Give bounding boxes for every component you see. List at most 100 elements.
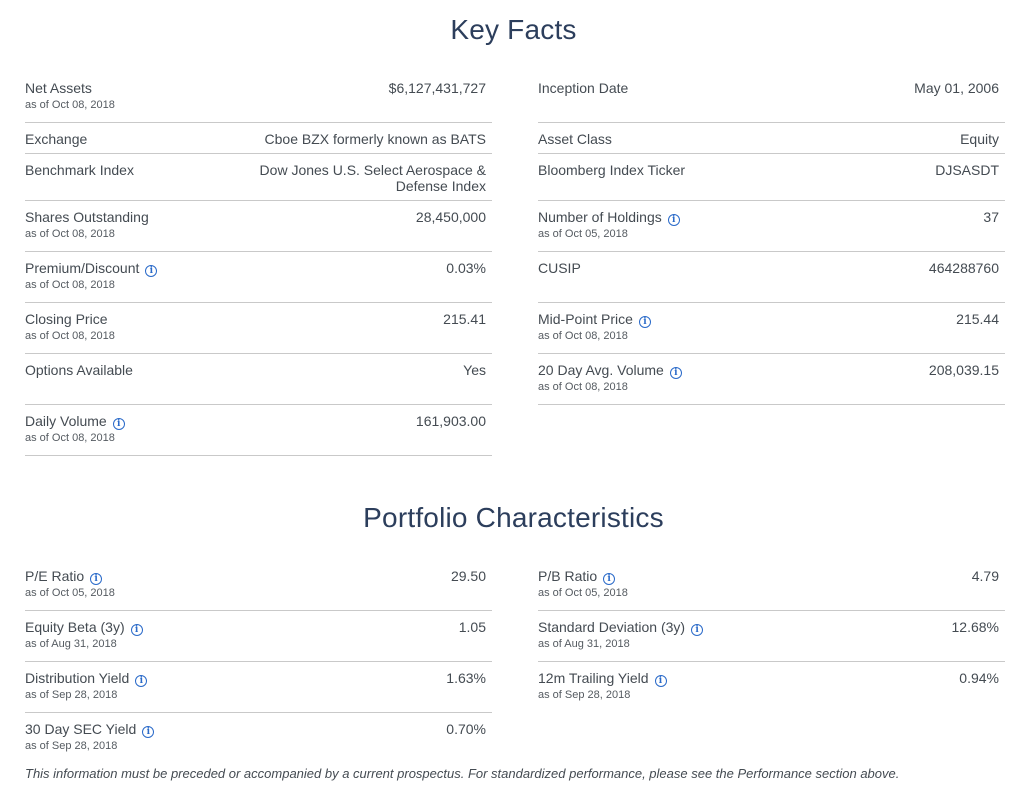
shares-outstanding-asof: as of Oct 08, 2018 [25, 228, 115, 240]
inception-date-label: Inception Date [538, 80, 629, 96]
standard-deviation-asof: as of Aug 31, 2018 [538, 638, 630, 650]
trailing-yield-label: 12m Trailing Yield [538, 670, 649, 686]
portfolio-right-column: P/B Ratio i as of Oct 05, 2018 4.79 Stand… [538, 560, 1005, 713]
info-icon[interactable]: i [691, 624, 704, 636]
number-of-holdings-label-wrap: Number of Holdings i [538, 209, 680, 226]
equity-beta-label: Equity Beta (3y) [25, 619, 125, 635]
distribution-yield-label-wrap: Distribution Yield i [25, 670, 148, 687]
info-icon[interactable]: i [669, 367, 682, 379]
key-facts-title: Key Facts [450, 14, 577, 45]
bloomberg-ticker-value: DJSASDT [935, 162, 999, 178]
asset-class-row: Asset Class Equity [538, 123, 1005, 154]
net-assets-asof: as of Oct 08, 2018 [25, 99, 115, 111]
pb-ratio-asof: as of Oct 05, 2018 [538, 587, 628, 599]
options-available-row: Options Available Yes [25, 354, 492, 405]
equity-beta-row: Equity Beta (3y) i as of Aug 31, 2018 1.0… [25, 611, 492, 662]
portfolio-left-column: P/E Ratio i as of Oct 05, 2018 29.50 Equi… [25, 560, 492, 764]
options-available-value: Yes [463, 362, 486, 378]
benchmark-index-value-line1: Dow Jones U.S. Select Aerospace & [259, 162, 486, 178]
standard-deviation-row: Standard Deviation (3y) i as of Aug 31, 2… [538, 611, 1005, 662]
premium-discount-value: 0.03% [446, 260, 486, 276]
pb-ratio-label: P/B Ratio [538, 568, 598, 584]
sec-yield-row: 30 Day SEC Yield i as of Sep 28, 2018 0.7… [25, 713, 492, 764]
benchmark-index-row: Benchmark Index Dow Jones U.S. Select Ae… [25, 154, 492, 201]
pe-ratio-label-wrap: P/E Ratio i [25, 568, 103, 585]
net-assets-label: Net Assets [25, 80, 92, 96]
premium-discount-label-wrap: Premium/Discount i [25, 260, 158, 277]
asset-class-label: Asset Class [538, 131, 612, 147]
premium-discount-label: Premium/Discount [25, 260, 140, 276]
options-available-label: Options Available [25, 362, 133, 378]
number-of-holdings-row: Number of Holdings i as of Oct 05, 2018 3… [538, 201, 1005, 252]
sec-yield-value: 0.70% [446, 721, 486, 737]
asset-class-value: Equity [960, 131, 999, 147]
cusip-value: 464288760 [928, 260, 999, 276]
equity-beta-asof: as of Aug 31, 2018 [25, 638, 117, 650]
closing-price-asof: as of Oct 08, 2018 [25, 330, 115, 342]
inception-date-row: Inception Date May 01, 2006 [538, 72, 1005, 123]
closing-price-label: Closing Price [25, 311, 108, 327]
key-facts-left-column: Net Assets as of Oct 08, 2018 $6,127,431… [25, 72, 492, 456]
bloomberg-ticker-label: Bloomberg Index Ticker [538, 162, 686, 178]
equity-beta-label-wrap: Equity Beta (3y) i [25, 619, 143, 636]
info-icon[interactable]: i [667, 214, 680, 226]
info-icon[interactable]: i [638, 316, 651, 328]
standard-deviation-value: 12.68% [951, 619, 999, 635]
standard-deviation-label-wrap: Standard Deviation (3y) i [538, 619, 704, 636]
avg-volume-label-wrap: 20 Day Avg. Volume i [538, 362, 682, 379]
avg-volume-row: 20 Day Avg. Volume i as of Oct 08, 2018 2… [538, 354, 1005, 405]
info-icon[interactable]: i [654, 675, 667, 687]
mid-point-price-label: Mid-Point Price [538, 311, 633, 327]
info-icon[interactable]: i [142, 726, 155, 738]
prospectus-disclaimer: This information must be preceded or acc… [25, 766, 900, 781]
net-assets-row: Net Assets as of Oct 08, 2018 $6,127,431… [25, 72, 492, 123]
closing-price-value: 215.41 [443, 311, 486, 327]
portfolio-characteristics-title: Portfolio Characteristics [363, 502, 664, 533]
cusip-label: CUSIP [538, 260, 581, 276]
pe-ratio-label: P/E Ratio [25, 568, 85, 584]
pb-ratio-value: 4.79 [971, 568, 999, 584]
avg-volume-label: 20 Day Avg. Volume [538, 362, 664, 378]
mid-point-price-label-wrap: Mid-Point Price i [538, 311, 651, 328]
info-icon[interactable]: i [603, 573, 616, 585]
sec-yield-label-wrap: 30 Day SEC Yield i [25, 721, 155, 738]
avg-volume-value: 208,039.15 [928, 362, 999, 378]
info-icon[interactable]: i [135, 675, 148, 687]
distribution-yield-row: Distribution Yield i as of Sep 28, 2018 1… [25, 662, 492, 713]
info-icon[interactable]: i [145, 265, 158, 277]
trailing-yield-label-wrap: 12m Trailing Yield i [538, 670, 667, 687]
inception-date-value: May 01, 2006 [914, 80, 999, 96]
info-icon[interactable]: i [90, 573, 103, 585]
standard-deviation-label: Standard Deviation (3y) [538, 619, 686, 635]
distribution-yield-label: Distribution Yield [25, 670, 130, 686]
number-of-holdings-value: 37 [983, 209, 999, 225]
closing-price-row: Closing Price as of Oct 08, 2018 215.41 [25, 303, 492, 354]
number-of-holdings-label: Number of Holdings [538, 209, 662, 225]
avg-volume-asof: as of Oct 08, 2018 [538, 381, 628, 393]
info-icon[interactable]: i [130, 624, 143, 636]
equity-beta-value: 1.05 [458, 619, 486, 635]
shares-outstanding-row: Shares Outstanding as of Oct 08, 2018 28… [25, 201, 492, 252]
cusip-row: CUSIP 464288760 [538, 252, 1005, 303]
pb-ratio-label-wrap: P/B Ratio i [538, 568, 616, 585]
info-icon[interactable]: i [112, 418, 125, 430]
exchange-label: Exchange [25, 131, 88, 147]
benchmark-index-label: Benchmark Index [25, 162, 134, 178]
distribution-yield-asof: as of Sep 28, 2018 [25, 689, 118, 701]
benchmark-index-value: Dow Jones U.S. Select Aerospace & Defens… [260, 162, 486, 194]
mid-point-price-asof: as of Oct 08, 2018 [538, 330, 628, 342]
distribution-yield-value: 1.63% [446, 670, 486, 686]
daily-volume-label-wrap: Daily Volume i [25, 413, 125, 430]
mid-point-price-row: Mid-Point Price i as of Oct 08, 2018 215.… [538, 303, 1005, 354]
daily-volume-asof: as of Oct 08, 2018 [25, 432, 115, 444]
trailing-yield-asof: as of Sep 28, 2018 [538, 689, 631, 701]
pe-ratio-row: P/E Ratio i as of Oct 05, 2018 29.50 [25, 560, 492, 611]
shares-outstanding-label: Shares Outstanding [25, 209, 149, 225]
trailing-yield-row: 12m Trailing Yield i as of Sep 28, 2018 0… [538, 662, 1005, 713]
bloomberg-ticker-row: Bloomberg Index Ticker DJSASDT [538, 154, 1005, 201]
sec-yield-label: 30 Day SEC Yield [25, 721, 137, 737]
benchmark-index-value-line2: Defense Index [395, 178, 486, 194]
net-assets-value: $6,127,431,727 [388, 80, 486, 96]
number-of-holdings-asof: as of Oct 05, 2018 [538, 228, 628, 240]
pe-ratio-asof: as of Oct 05, 2018 [25, 587, 115, 599]
